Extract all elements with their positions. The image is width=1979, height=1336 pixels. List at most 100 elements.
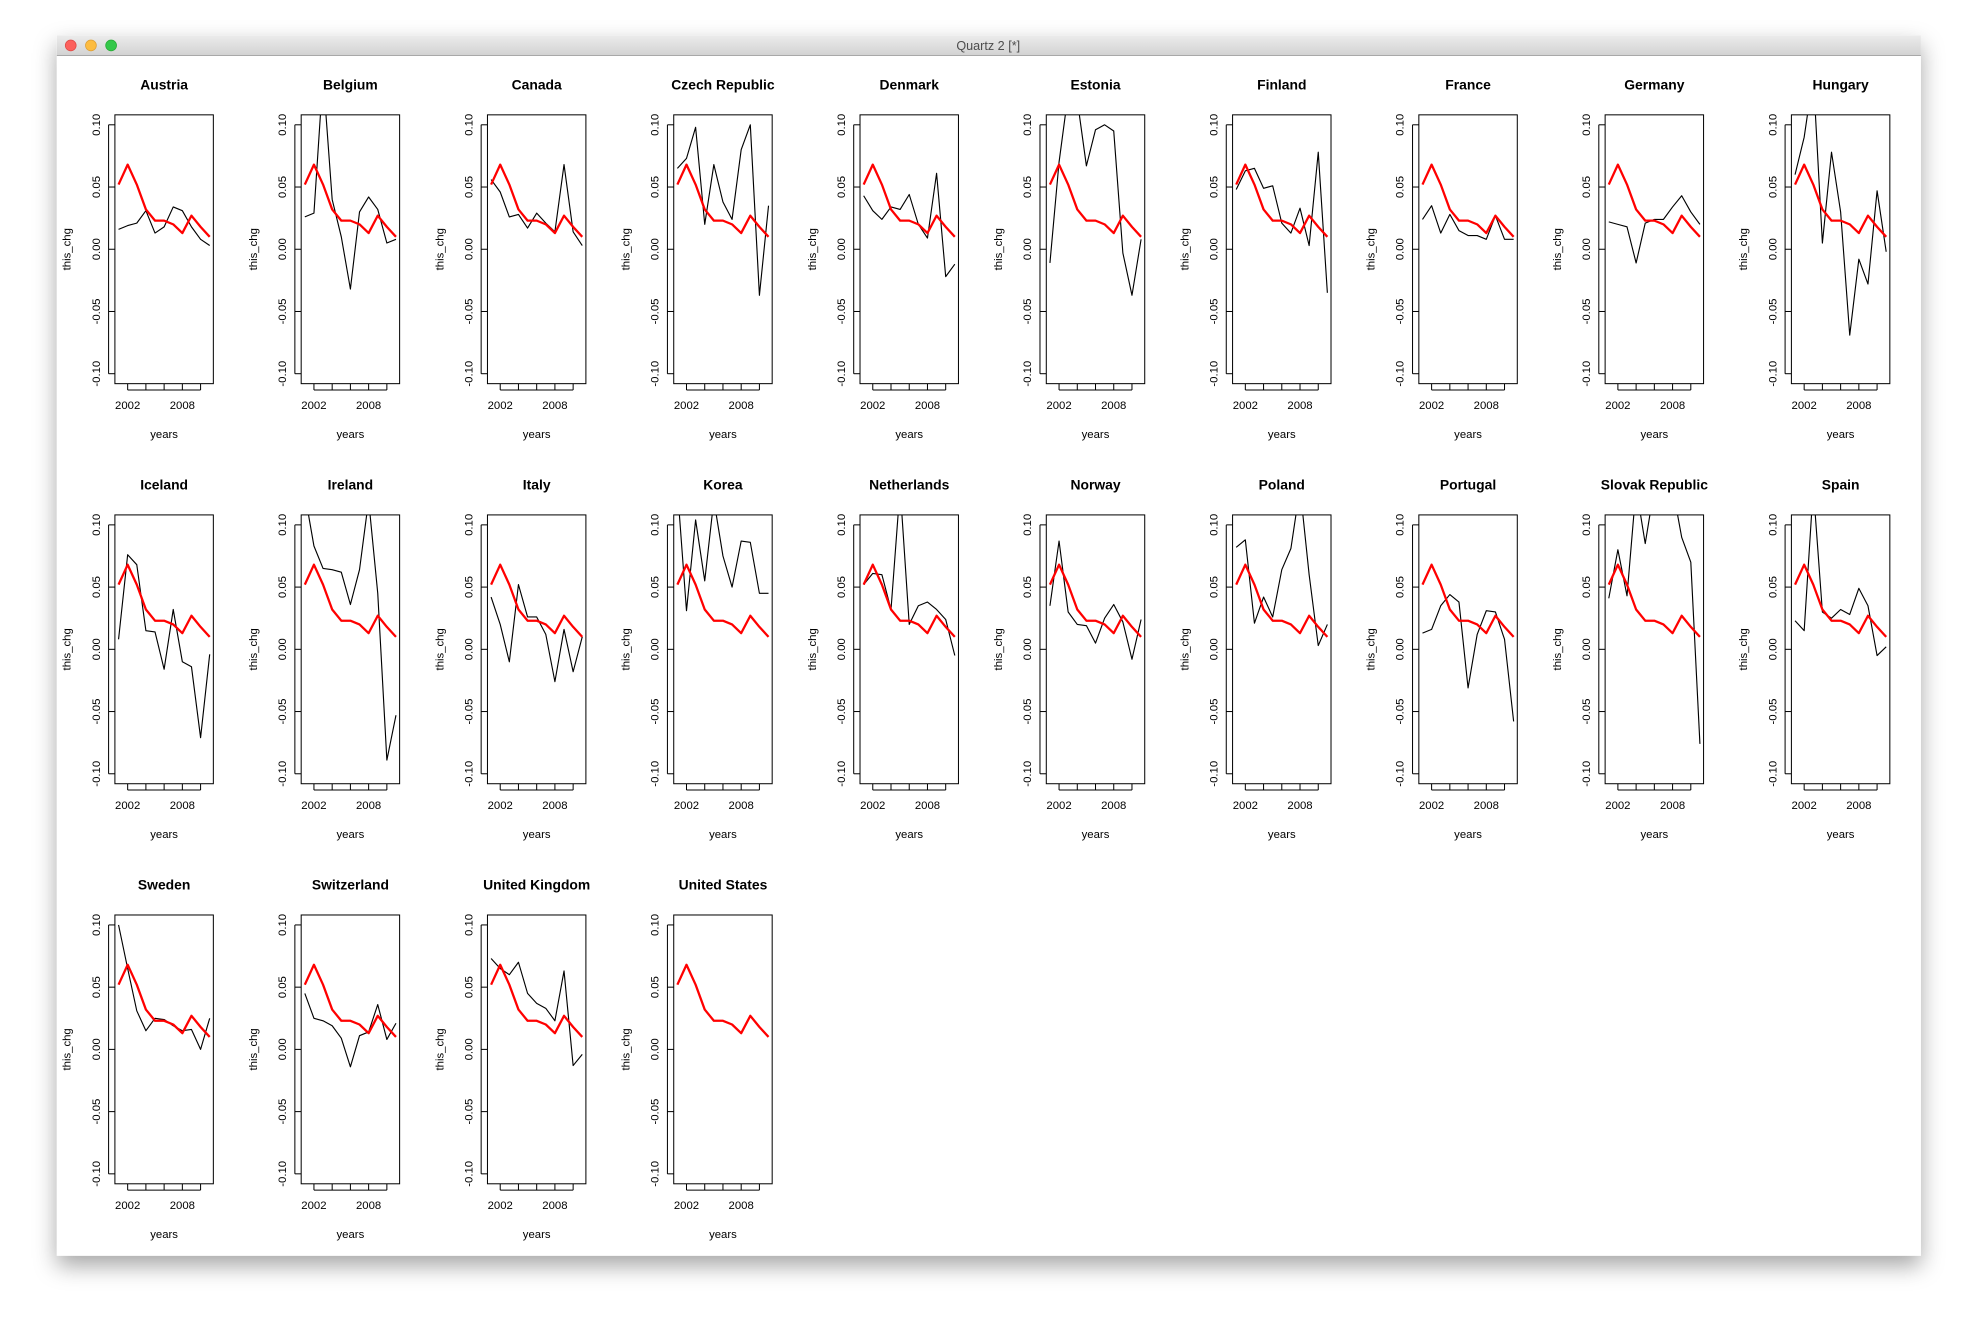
y-tick-label: 0.05 xyxy=(836,576,848,598)
plot-frame xyxy=(673,514,773,785)
y-tick-label: -0.10 xyxy=(1022,761,1034,787)
x-tick-label: 2008 xyxy=(356,1200,381,1212)
plot-frame xyxy=(673,914,773,1185)
y-tick-label: -0.10 xyxy=(836,361,848,387)
y-tick-label: -0.10 xyxy=(1767,361,1779,387)
plot-frame xyxy=(673,114,773,385)
x-axis-label: years xyxy=(1640,829,1668,841)
plot-frame xyxy=(1604,514,1705,785)
plot-frame xyxy=(486,514,587,785)
y-tick-label: -0.05 xyxy=(1395,699,1407,725)
y-tick-label: -0.05 xyxy=(836,699,848,725)
y-axis-label: this_chg xyxy=(62,1028,74,1070)
plot-frame xyxy=(1418,114,1518,385)
x-axis-label: years xyxy=(523,429,551,441)
x-tick-label: 2008 xyxy=(729,400,754,412)
y-axis-label: this_chg xyxy=(62,628,74,670)
x-axis-label: years xyxy=(1268,829,1296,841)
y-tick-label: -0.05 xyxy=(91,699,103,725)
y-tick-label: -0.05 xyxy=(1022,699,1034,725)
x-axis-label: years xyxy=(709,829,737,841)
x-tick-label: 2002 xyxy=(674,800,699,812)
y-axis-label: this_chg xyxy=(1366,628,1378,670)
data-line xyxy=(1235,163,1329,238)
y-tick-label: 0.10 xyxy=(650,114,662,136)
panel: Denmark years this_chg -0.10 -0.05 0.00 0.05 0.… xyxy=(807,77,959,441)
plot-frame xyxy=(1604,114,1705,385)
y-axis-label: this_chg xyxy=(1179,228,1191,270)
data-line xyxy=(303,563,397,638)
y-tick-label: 0.10 xyxy=(1395,514,1407,536)
y-tick-label: 0.10 xyxy=(1395,114,1407,136)
data-line xyxy=(676,163,770,238)
y-tick-label: -0.05 xyxy=(463,299,475,325)
panel-title: Finland xyxy=(1257,77,1306,93)
y-tick-label: 0.05 xyxy=(650,976,662,998)
plot-frame xyxy=(859,514,959,785)
panel-title: United Kingdom xyxy=(483,877,590,893)
plot-frame xyxy=(300,114,401,385)
y-axis-label: this_chg xyxy=(248,1028,260,1070)
plot-frame xyxy=(114,514,214,785)
x-tick-label: 2002 xyxy=(488,1200,513,1212)
panel: Sweden years this_chg -0.10 -0.05 0.00 0.05 0.1… xyxy=(62,877,214,1241)
panel-title: Estonia xyxy=(1070,77,1120,93)
y-axis-label: this_chg xyxy=(1738,628,1750,670)
y-tick-label: -0.10 xyxy=(277,1161,289,1187)
x-axis-label: years xyxy=(1082,829,1110,841)
y-tick-label: 0.05 xyxy=(277,576,289,598)
minimize-button[interactable] xyxy=(85,39,97,52)
y-tick-label: 0.05 xyxy=(1395,176,1407,198)
y-tick-label: 0.00 xyxy=(1022,238,1034,260)
data-line xyxy=(490,163,584,238)
y-tick-label: 0.05 xyxy=(1581,176,1593,198)
y-tick-label: 0.05 xyxy=(650,576,662,598)
y-tick-label: 0.10 xyxy=(91,914,103,936)
y-tick-label: -0.05 xyxy=(277,299,289,325)
window-title: Quartz 2 [*] xyxy=(956,39,1020,53)
x-axis-label: years xyxy=(895,429,923,441)
panel-title: France xyxy=(1445,77,1491,93)
x-tick-label: 2008 xyxy=(1101,400,1126,412)
x-tick-label: 2002 xyxy=(1419,400,1444,412)
data-line xyxy=(862,163,956,238)
x-axis-label: years xyxy=(337,1229,365,1241)
panel: Norway years this_chg -0.10 -0.05 0.00 0.05 0.1… xyxy=(993,477,1146,841)
zoom-button[interactable] xyxy=(105,39,117,52)
x-tick-label: 2008 xyxy=(1474,400,1499,412)
data-line xyxy=(117,924,211,1050)
y-tick-label: 0.05 xyxy=(1022,176,1034,198)
y-tick-label: 0.00 xyxy=(277,1038,289,1060)
plot-frame xyxy=(1418,514,1518,785)
y-tick-label: 0.05 xyxy=(650,176,662,198)
y-tick-label: 0.00 xyxy=(1022,638,1034,660)
x-axis-label: years xyxy=(523,1229,551,1241)
close-button[interactable] xyxy=(64,39,77,52)
panel: Germany years this_chg -0.10 -0.05 0.00 0.05 0.… xyxy=(1552,77,1705,441)
x-tick-label: 2002 xyxy=(115,1200,140,1212)
panel: Belgium years this_chg -0.10 -0.05 0.00 0.05 0.… xyxy=(248,77,401,441)
y-tick-label: 0.00 xyxy=(463,238,475,260)
y-tick-label: 0.10 xyxy=(277,914,289,936)
y-tick-label: 0.05 xyxy=(1767,176,1779,198)
x-tick-label: 2002 xyxy=(860,400,885,412)
data-line xyxy=(676,963,770,1038)
y-tick-label: 0.05 xyxy=(91,976,103,998)
y-tick-label: 0.10 xyxy=(836,514,848,536)
y-tick-label: 0.05 xyxy=(1767,576,1779,598)
y-tick-label: 0.05 xyxy=(836,176,848,198)
x-tick-label: 2002 xyxy=(1233,800,1258,812)
y-tick-label: -0.05 xyxy=(650,699,662,725)
y-tick-label: -0.10 xyxy=(463,761,475,787)
x-axis-label: years xyxy=(895,829,923,841)
y-tick-label: -0.10 xyxy=(463,361,475,387)
y-tick-label: 0.05 xyxy=(91,576,103,598)
y-tick-label: 0.10 xyxy=(1767,114,1779,136)
y-tick-label: 0.05 xyxy=(91,176,103,198)
data-line xyxy=(490,584,583,683)
panel: Estonia years this_chg -0.10 -0.05 0.00 0.05 0.… xyxy=(993,77,1146,441)
y-tick-label: 0.10 xyxy=(277,514,289,536)
y-tick-label: 0.00 xyxy=(1767,238,1779,260)
y-tick-label: -0.05 xyxy=(836,299,848,325)
